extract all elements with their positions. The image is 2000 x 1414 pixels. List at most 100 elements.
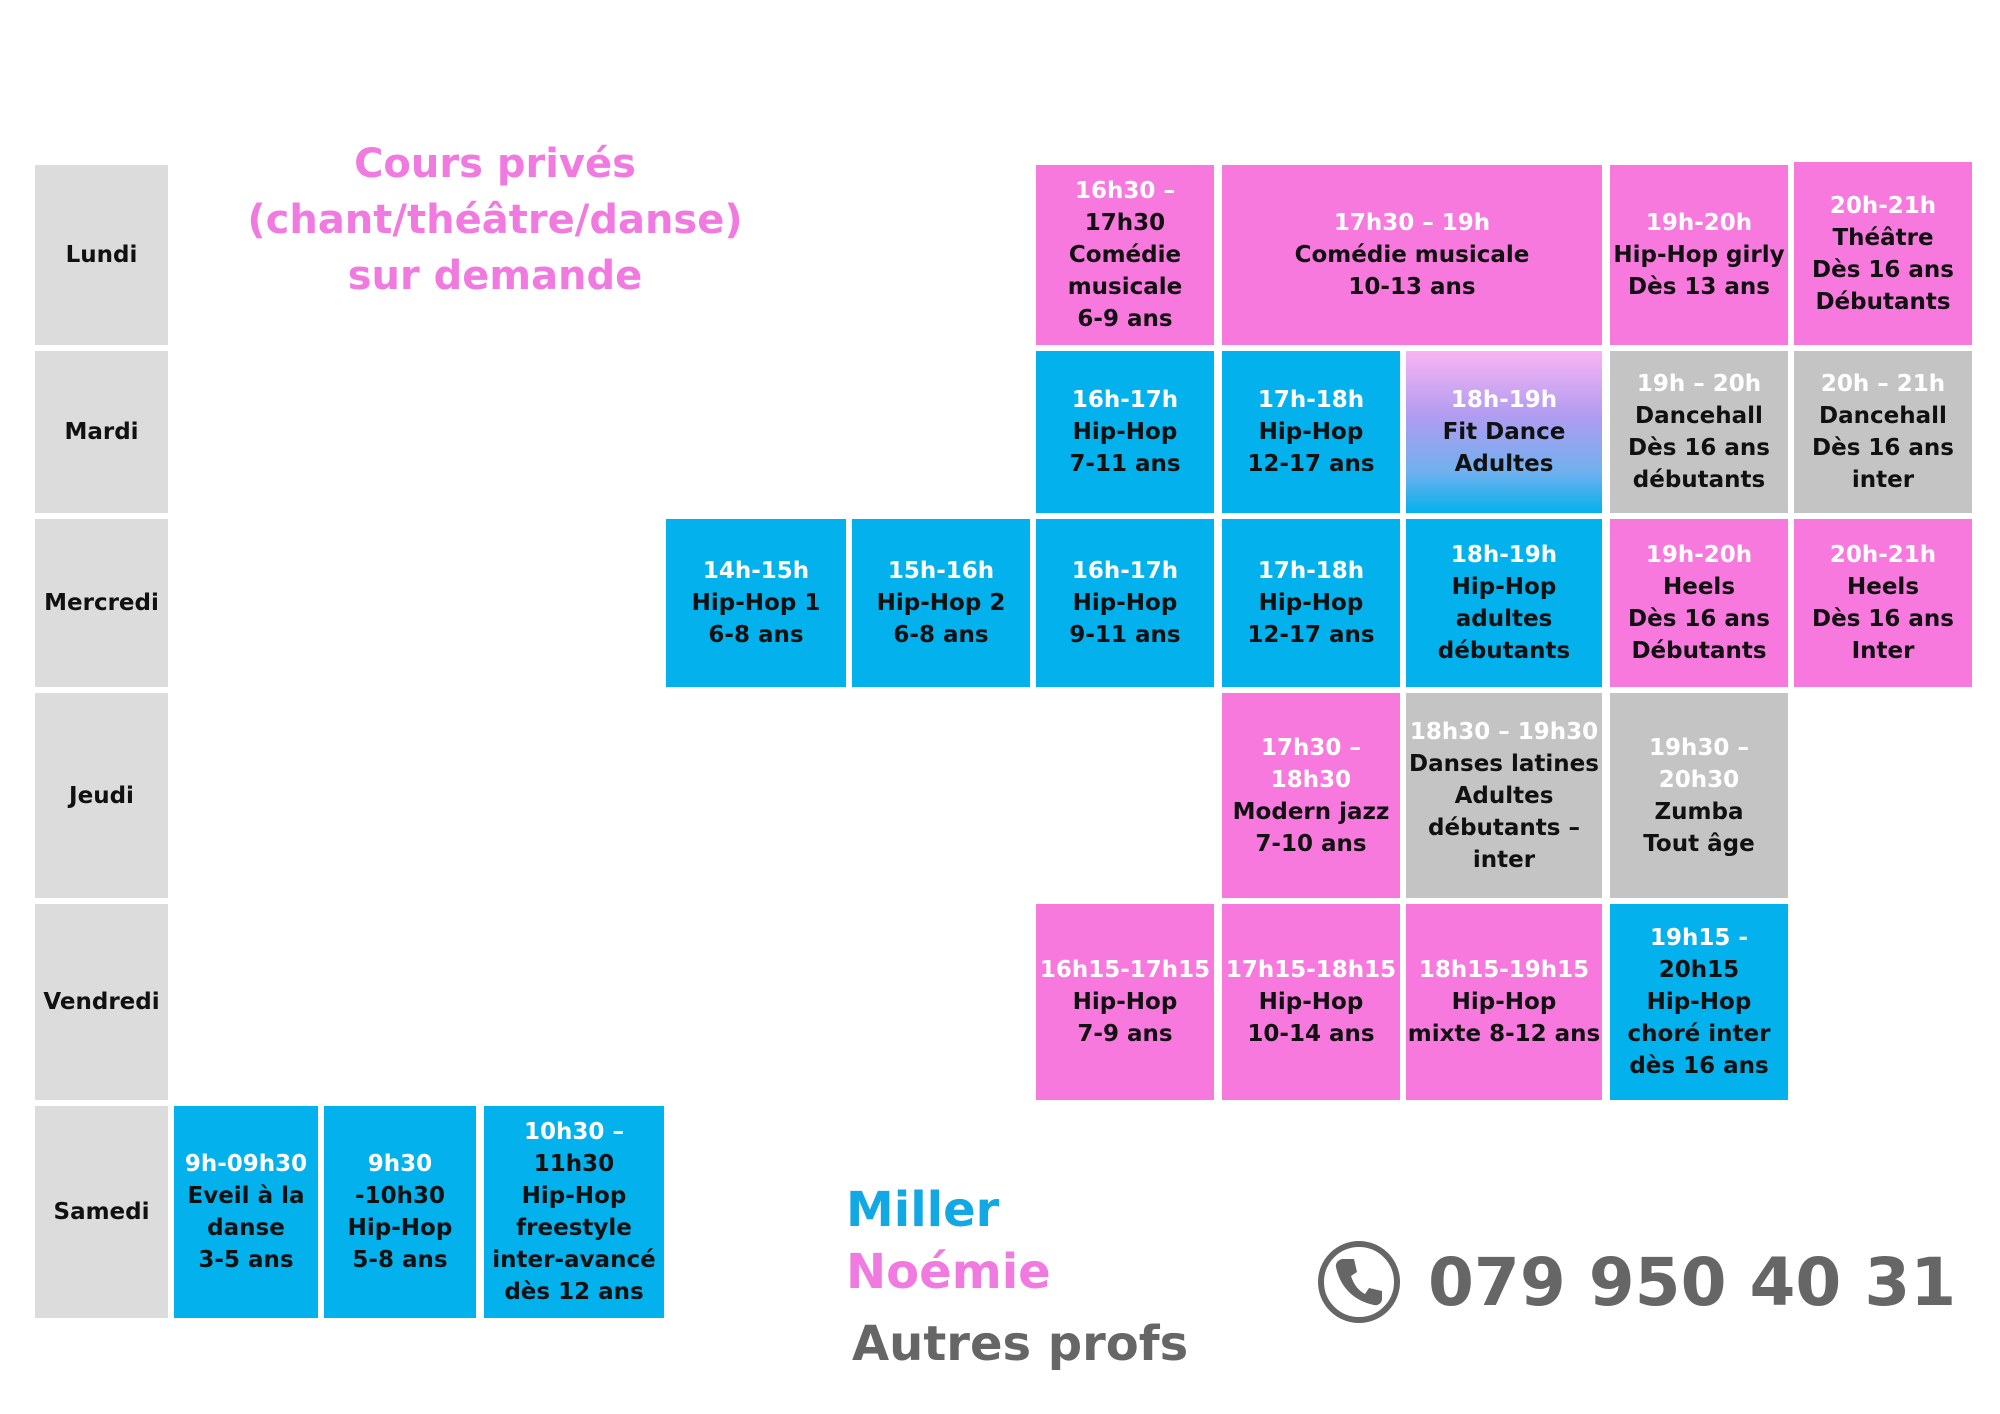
class-line: Dancehall: [1635, 403, 1763, 429]
class-time: 18h30 – 19h30: [1409, 718, 1599, 745]
class-time: 19h15 -: [1650, 925, 1748, 951]
class-line: Hip-Hop: [521, 1183, 627, 1209]
class-time: 16h15-17h15: [1039, 957, 1211, 983]
class-line: inter: [1472, 846, 1536, 873]
class-line: Hip-Hop: [1258, 419, 1364, 445]
class-time: 20h-21h: [1829, 192, 1937, 219]
class-line: Hip-Hop 1: [691, 590, 821, 616]
class-time: 17h-18h: [1257, 558, 1365, 584]
class-line: Débutants: [1815, 288, 1951, 315]
class-cell: 9h-09h30 Eveil à la danse 3-5 ans: [174, 1106, 318, 1318]
class-time: 17h-18h: [1257, 387, 1365, 413]
class-line: Dès 16 ans: [1812, 256, 1954, 283]
class-line: 6-8 ans: [708, 622, 804, 648]
class-line: Théâtre: [1832, 224, 1934, 251]
class-cell: 17h30 – 19h Comédie musicale 10-13 ans: [1222, 165, 1602, 345]
class-line: choré inter: [1627, 1021, 1771, 1047]
class-cell: 16h30 – 17h30 Comédie musicale 6-9 ans: [1036, 165, 1214, 345]
class-line: Hip-Hop: [1072, 590, 1178, 616]
class-line: Dès 13 ans: [1628, 274, 1770, 300]
class-line: Hip-Hop: [1258, 989, 1364, 1015]
class-line: 12-17 ans: [1247, 622, 1375, 648]
class-line: Hip-Hop girly: [1613, 242, 1785, 268]
class-line: 11h30: [533, 1151, 615, 1177]
class-line: 7-11 ans: [1069, 451, 1181, 477]
class-line: Zumba: [1654, 798, 1744, 825]
phone-icon: [1318, 1241, 1400, 1323]
class-time: 9h30: [367, 1151, 433, 1177]
class-line: Hip-Hop: [1451, 989, 1557, 1015]
class-line: Heels: [1662, 574, 1736, 600]
class-time: 10h30 –: [524, 1119, 624, 1145]
class-cell: 10h30 – 11h30 Hip-Hop freestyle inter-avancé…: [484, 1106, 664, 1318]
day-jeudi: Jeudi: [35, 693, 168, 898]
class-line: Hip-Hop: [1258, 590, 1364, 616]
class-time: 17h30 – 19h: [1333, 210, 1491, 236]
class-time: 18h-19h: [1450, 387, 1558, 413]
class-cell: 19h-20h Heels Dès 16 ans Débutants: [1610, 519, 1788, 687]
class-cell: 17h30 – 18h30 Modern jazz 7-10 ans: [1222, 693, 1400, 898]
class-cell: 16h-17h Hip-Hop 9-11 ans: [1036, 519, 1214, 687]
class-time: 17h15-18h15: [1225, 957, 1397, 983]
class-cell: 15h-16h Hip-Hop 2 6-8 ans: [852, 519, 1030, 687]
class-cell: 18h15-19h15 Hip-Hop mixte 8-12 ans: [1406, 904, 1602, 1100]
class-line: Comédie: [1068, 242, 1182, 268]
day-mercredi: Mercredi: [35, 519, 168, 687]
class-line: Adultes: [1454, 782, 1554, 809]
class-line: débutants: [1437, 638, 1571, 664]
legend-autres-profs: Autres profs: [852, 1316, 1189, 1372]
private-lessons-note: Cours privés (chant/théâtre/danse) sur d…: [210, 136, 780, 304]
class-line: 7-9 ans: [1077, 1021, 1173, 1047]
class-line: débutants –: [1428, 814, 1580, 841]
day-lundi: Lundi: [35, 165, 168, 345]
class-cell: 17h15-18h15 Hip-Hop 10-14 ans: [1222, 904, 1400, 1100]
class-line: 3-5 ans: [198, 1247, 294, 1273]
class-cell: 18h-19h Hip-Hop adultes débutants: [1406, 519, 1602, 687]
class-line: Dès 16 ans: [1812, 606, 1954, 632]
class-line: 6-9 ans: [1077, 306, 1173, 332]
class-line: 10-13 ans: [1348, 274, 1476, 300]
class-time: 9h-09h30: [184, 1151, 308, 1177]
private-lessons-line: (chant/théâtre/danse): [247, 197, 743, 243]
class-line: Heels: [1846, 574, 1920, 600]
class-cell: 18h30 – 19h30 Danses latines Adultes débuta…: [1406, 693, 1602, 898]
class-line: Fit Dance: [1442, 419, 1566, 445]
class-line: 5-8 ans: [352, 1247, 448, 1273]
class-line: Hip-Hop: [1646, 989, 1752, 1015]
class-line: Danses latines: [1409, 750, 1599, 777]
class-line: 10-14 ans: [1247, 1021, 1375, 1047]
class-line: 17h30: [1084, 210, 1166, 236]
class-line: inter-avancé: [492, 1247, 656, 1273]
class-line: Adultes: [1454, 451, 1554, 477]
class-cell: 16h-17h Hip-Hop 7-11 ans: [1036, 351, 1214, 513]
class-line: Modern jazz: [1232, 798, 1390, 825]
class-line: 20h15: [1658, 957, 1740, 983]
class-cell: 9h30 -10h30 Hip-Hop 5-8 ans: [324, 1106, 476, 1318]
class-line: Eveil à la: [187, 1183, 305, 1209]
phone-contact: 079 950 40 31: [1316, 1236, 1956, 1328]
class-cell: 19h – 20h Dancehall Dès 16 ans débutants: [1610, 351, 1788, 513]
private-lessons-line: Cours privés: [354, 141, 636, 187]
class-line: Comédie musicale: [1294, 242, 1530, 268]
day-samedi: Samedi: [35, 1106, 168, 1318]
class-line: Hip-Hop: [1451, 574, 1557, 600]
class-line: Inter: [1851, 638, 1915, 664]
day-mardi: Mardi: [35, 351, 168, 513]
class-time: 14h-15h: [702, 558, 810, 584]
class-line: -10h30: [355, 1183, 445, 1209]
phone-number: 079 950 40 31: [1428, 1243, 1957, 1321]
class-time: 18h15-19h15: [1418, 957, 1590, 983]
class-time: 19h30 – 20h30: [1649, 734, 1749, 793]
class-line: dès 12 ans: [504, 1279, 644, 1305]
class-time: 19h – 20h: [1636, 371, 1762, 397]
class-line: débutants: [1632, 467, 1766, 493]
class-line: Hip-Hop: [1072, 989, 1178, 1015]
class-line: 12-17 ans: [1247, 451, 1375, 477]
class-time: 20h – 21h: [1820, 371, 1946, 397]
class-line: Dès 16 ans: [1628, 435, 1770, 461]
class-line: dès 16 ans: [1629, 1053, 1769, 1079]
class-line: Tout âge: [1643, 830, 1755, 857]
day-vendredi: Vendredi: [35, 904, 168, 1100]
class-cell: 20h-21h Heels Dès 16 ans Inter: [1794, 519, 1972, 687]
class-time: 18h-19h: [1450, 542, 1558, 568]
